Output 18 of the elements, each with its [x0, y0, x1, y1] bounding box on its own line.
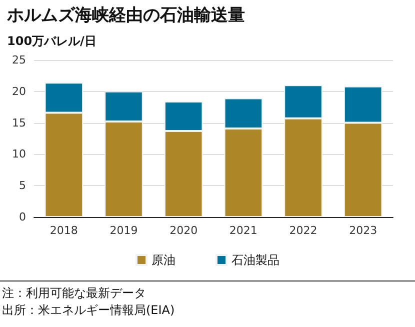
y-tick-label: 20	[12, 84, 26, 98]
y-tick-label: 5	[19, 179, 26, 192]
legend-label: 原油	[152, 253, 176, 267]
y-tick-label: 0	[19, 210, 26, 224]
x-tick-label: 2018	[50, 224, 78, 237]
x-tick-label: 2019	[110, 224, 138, 237]
x-tick-label: 2023	[349, 224, 378, 237]
text: 出所：米エネルギー情報局(EIA)	[2, 303, 175, 317]
text: 注：利用可能な最新データ	[2, 286, 146, 300]
y-axis-title: 100万バレル/日	[7, 34, 96, 48]
y-tick-label: 15	[12, 116, 26, 130]
y-tick-label: 25	[12, 54, 26, 66]
chart-title: ホルムズ海峡経由の石油輸送量	[6, 6, 245, 26]
legend-label: 石油製品	[232, 253, 280, 267]
y-tick-label: 10	[12, 148, 26, 161]
x-tick-label: 2022	[289, 224, 318, 237]
x-tick-label: 2020	[170, 224, 198, 237]
x-tick-label: 2021	[229, 224, 258, 237]
